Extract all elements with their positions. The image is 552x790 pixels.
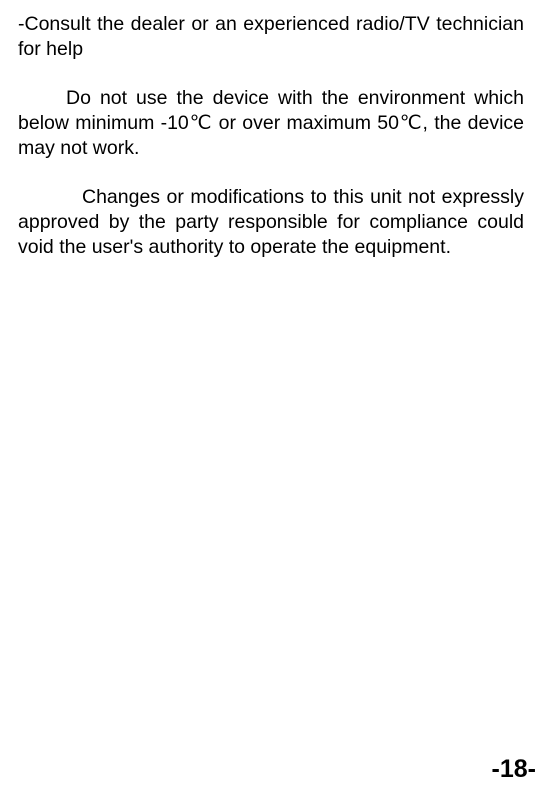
paragraph-3-text: Changes or modifications to this unit no… (18, 186, 524, 258)
paragraph-1-text: -Consult the dealer or an experienced ra… (18, 13, 524, 60)
page-number: -18- (492, 755, 536, 784)
paragraph-2: Do not use the device with the environme… (18, 86, 524, 161)
paragraph-3: Changes or modifications to this unit no… (18, 185, 524, 260)
paragraph-2-text: Do not use the device with the environme… (18, 87, 524, 159)
document-page: -Consult the dealer or an experienced ra… (0, 0, 552, 260)
paragraph-1: -Consult the dealer or an experienced ra… (18, 12, 524, 62)
